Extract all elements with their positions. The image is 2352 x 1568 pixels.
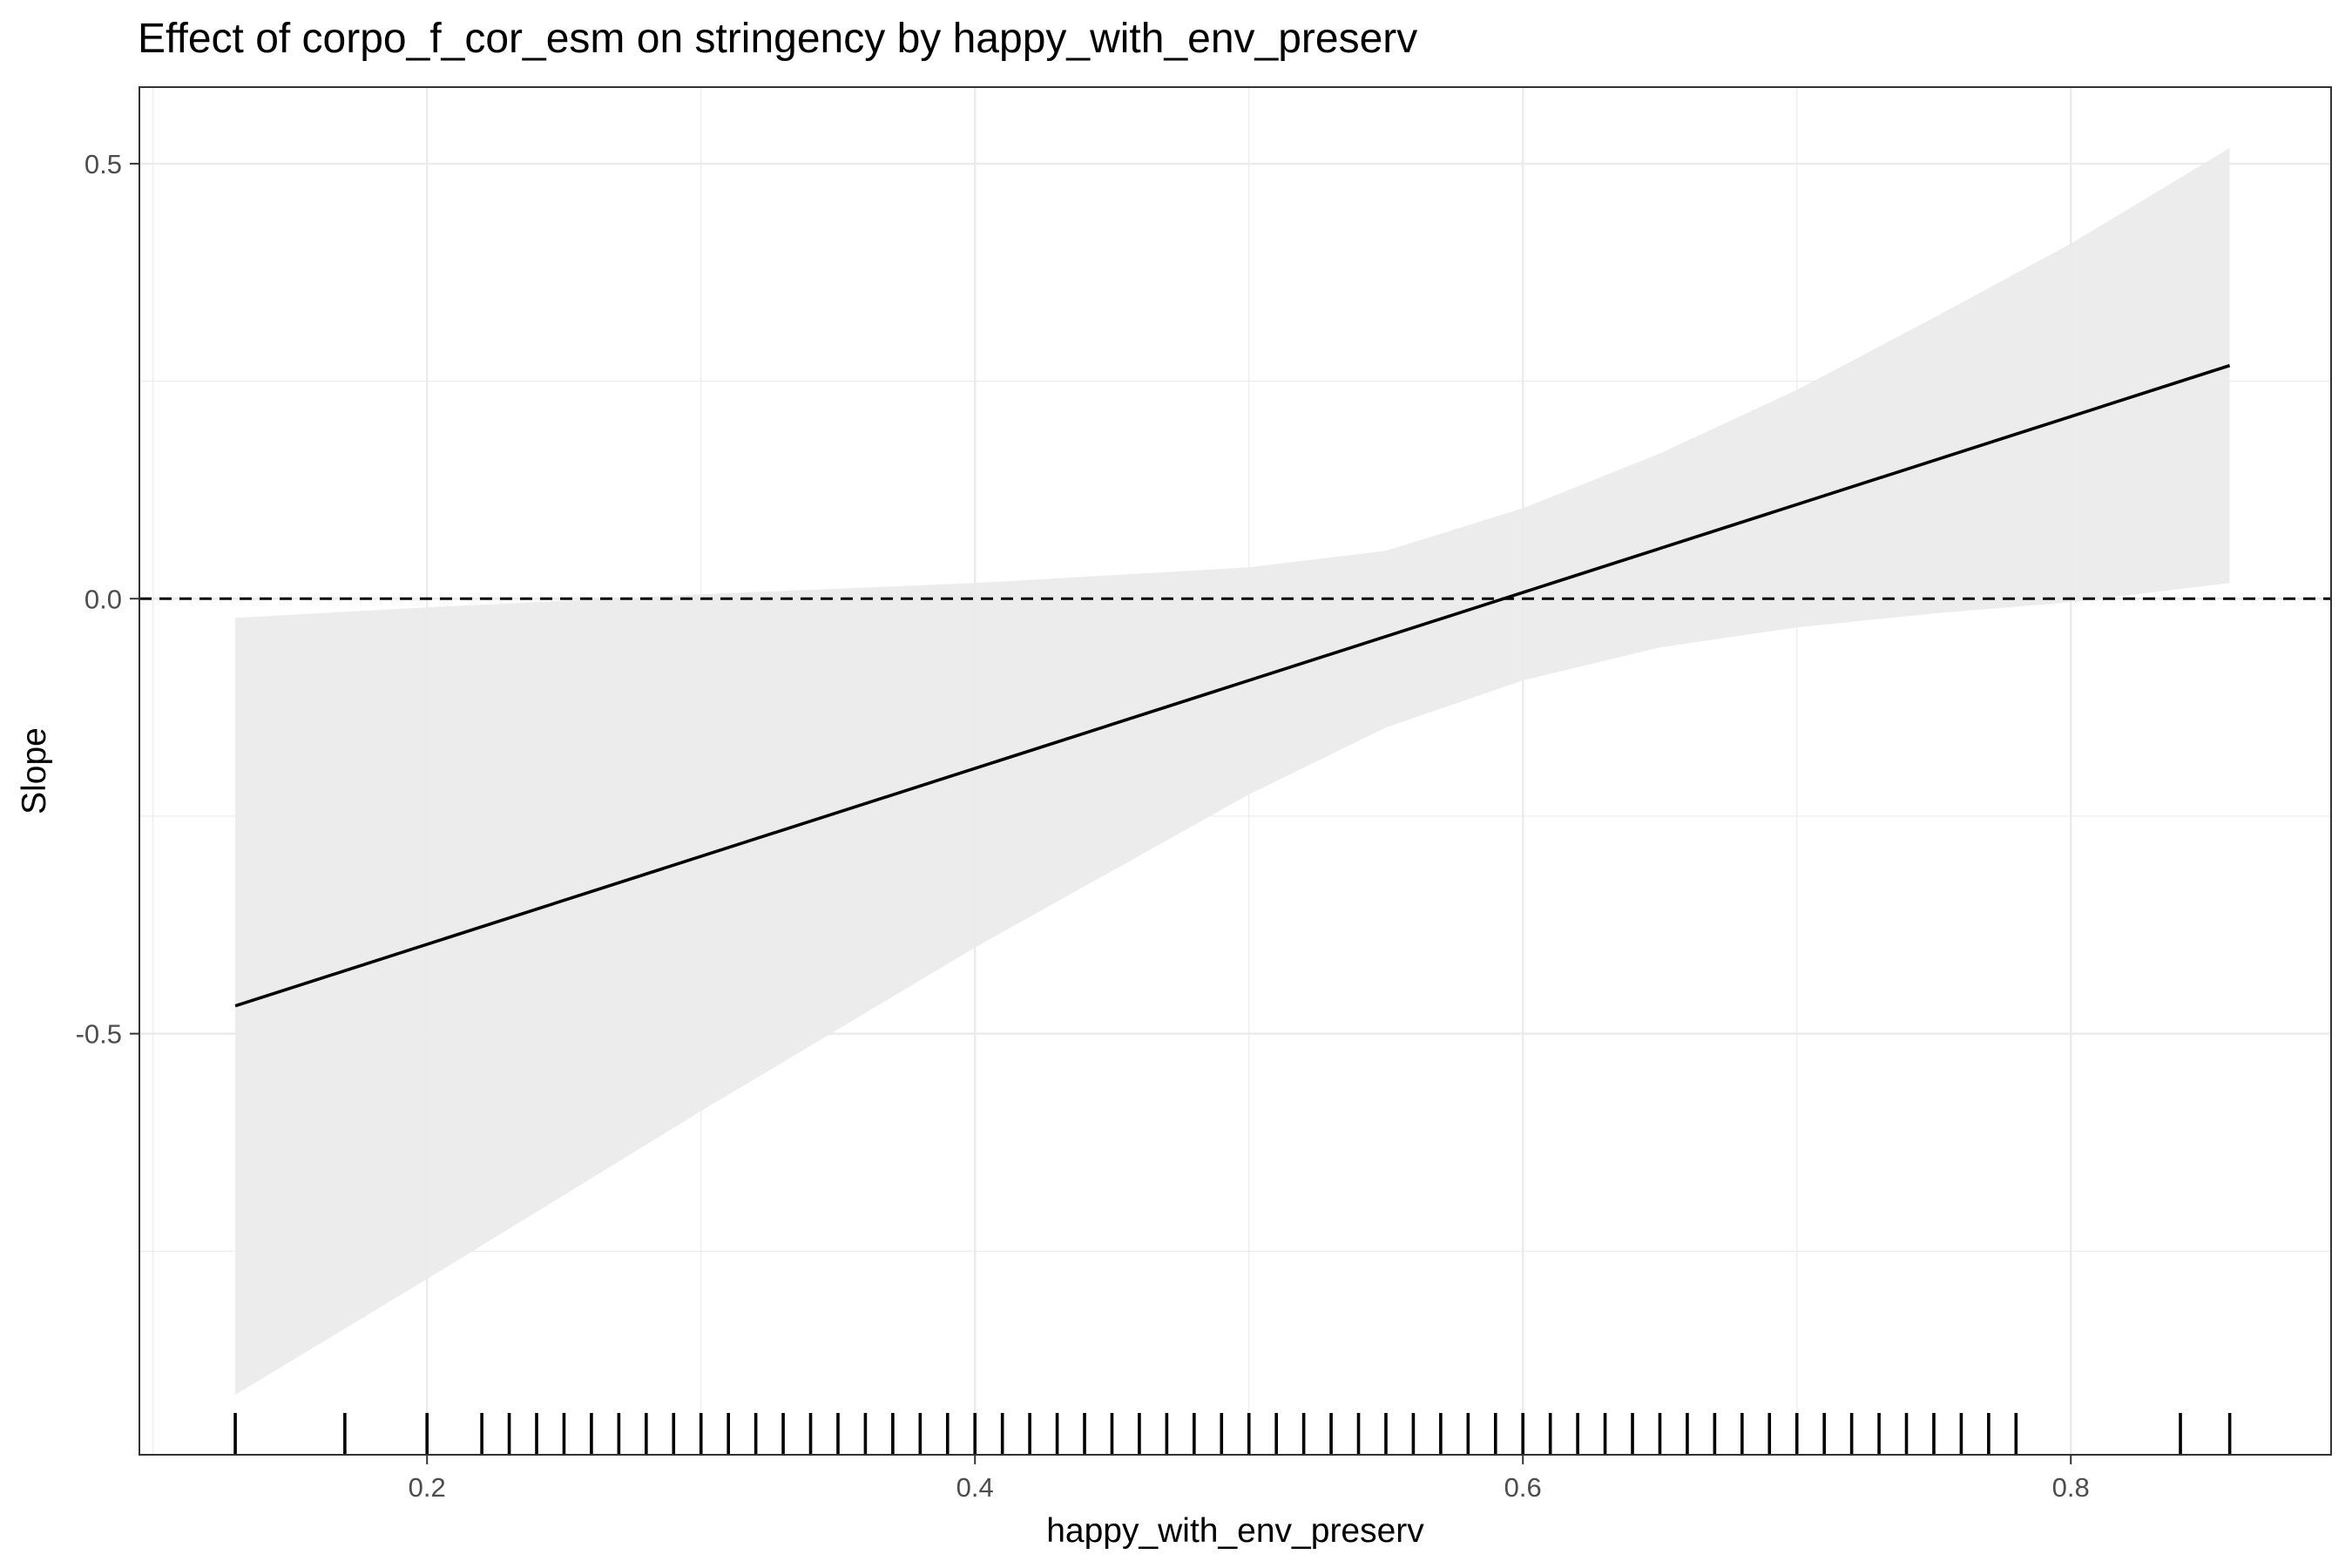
x-tick-labels: 0.2 0.4 0.6 0.8 bbox=[409, 1472, 2090, 1503]
y-axis: -0.5 0.0 0.5 bbox=[76, 149, 139, 1050]
x-axis-title: happy_with_env_preserv bbox=[1046, 1512, 1424, 1550]
y-tick-label: 0.5 bbox=[84, 149, 122, 179]
slope-line bbox=[234, 363, 2231, 1008]
plot-panel-border bbox=[139, 86, 2332, 1456]
y-tick-label: -0.5 bbox=[76, 1019, 122, 1050]
grid-major bbox=[139, 87, 2331, 1455]
confidence-band bbox=[235, 147, 2230, 1396]
chart-title: Effect of corpo_f_cor_esm on stringency … bbox=[138, 16, 1417, 62]
y-tick-labels: -0.5 0.0 0.5 bbox=[76, 149, 122, 1050]
x-tick-label: 0.4 bbox=[956, 1472, 994, 1503]
x-tick-label: 0.2 bbox=[409, 1472, 446, 1503]
y-ticks bbox=[130, 162, 139, 1035]
x-tick-label: 0.8 bbox=[2052, 1472, 2090, 1503]
y-tick-label: 0.0 bbox=[84, 584, 122, 614]
x-tick-label: 0.6 bbox=[1504, 1472, 1542, 1503]
x-axis: 0.2 0.4 0.6 0.8 bbox=[409, 1455, 2090, 1503]
rug-marks bbox=[233, 1413, 2232, 1455]
x-ticks bbox=[426, 1455, 2072, 1464]
y-axis-title: Slope bbox=[16, 727, 53, 814]
